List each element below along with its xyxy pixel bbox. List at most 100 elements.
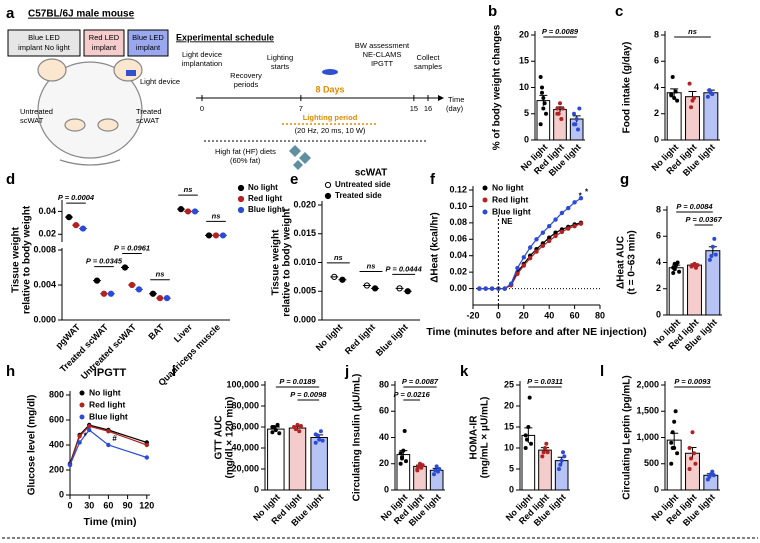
- y-tick-label: 0.06: [449, 234, 467, 244]
- data-point: [713, 252, 718, 257]
- data-point: [538, 75, 543, 79]
- panel-letter: c: [615, 3, 623, 20]
- data-point: [572, 200, 577, 205]
- data-point: [687, 467, 692, 471]
- data-point: [558, 101, 562, 106]
- legend-marker: [79, 390, 85, 396]
- legend-text: implant No light: [18, 43, 71, 52]
- data-point: [534, 249, 539, 254]
- data-point: [572, 223, 577, 229]
- chart-title: IPGTT: [94, 367, 127, 379]
- significance-label: ns: [212, 211, 221, 220]
- y-tick-label: 4: [654, 82, 659, 92]
- legend-label: Red light: [248, 194, 283, 203]
- panel-letter: j: [344, 363, 349, 380]
- y-tick-label: 0: [654, 134, 659, 144]
- event: samples: [414, 62, 442, 71]
- event: periods: [234, 80, 259, 89]
- data-point: [293, 427, 298, 432]
- y-axis-label: Circulating Insulin (μU/mL): [352, 374, 363, 502]
- data-point: [687, 81, 692, 86]
- data-point: [559, 458, 564, 463]
- legend-label: Untreated side: [335, 180, 391, 189]
- y-tick-label: 0.010: [293, 257, 316, 267]
- data-point: [270, 430, 275, 435]
- data-point: [273, 428, 278, 433]
- y-axis-label: Tissue weight: [271, 229, 282, 296]
- y-axis-label: relative to body weight: [282, 208, 293, 317]
- y-tick-label: 8: [654, 29, 659, 39]
- data-point: [690, 430, 695, 435]
- data-point: [711, 473, 716, 478]
- data-point: [434, 464, 439, 469]
- bar: [687, 264, 702, 316]
- x-tick-label: -20: [466, 310, 479, 320]
- data-point: [541, 96, 546, 100]
- data-point: [689, 456, 694, 461]
- legend-label: Blue light: [492, 206, 531, 216]
- data-point: [297, 429, 302, 434]
- event: Collect: [417, 53, 441, 62]
- timeline-tick-label: 16: [424, 104, 432, 113]
- x-tick-label: 60: [103, 500, 113, 510]
- y-tick-label: 0.00: [449, 283, 467, 293]
- significance-label: P = 0.0084: [676, 202, 713, 211]
- x-tick-label: 20: [519, 310, 529, 320]
- y-tick-label: 1,500: [636, 406, 659, 416]
- y-tick-label: 20: [379, 458, 389, 468]
- x-tick-label: No light: [314, 322, 345, 353]
- data-point: [709, 253, 714, 258]
- event: NE-CLAMS: [363, 50, 402, 59]
- data-point: [577, 106, 582, 111]
- data-point: [401, 448, 406, 453]
- y-tick-label: 5: [509, 463, 514, 473]
- y-axis-label: Tissue weight: [11, 226, 22, 293]
- significance-label: P = 0.0189: [279, 377, 316, 386]
- significance-label: ns: [184, 185, 193, 194]
- y-axis-label: Circulating Leptin (pg/mL): [622, 375, 633, 499]
- legend-marker: [482, 209, 488, 215]
- timeline-arrow: [438, 95, 444, 101]
- y-tick-label: 0.000: [293, 314, 316, 324]
- data-point: [270, 425, 275, 429]
- y-axis-label: (mg/mL × μU/mL): [480, 397, 491, 479]
- legend-text: Red LED: [89, 33, 120, 42]
- data-point: [420, 463, 425, 468]
- data-point: [527, 395, 532, 400]
- legend-marker: [482, 197, 488, 203]
- data-point: [576, 127, 580, 132]
- mouse-drawing: [37, 58, 143, 166]
- bar: [703, 92, 719, 141]
- significance-label: P = 0.0311: [527, 377, 563, 386]
- data-point: [87, 427, 92, 433]
- data-point: [673, 89, 678, 94]
- y-tick-label: 0.005: [293, 286, 316, 296]
- data-point: [555, 106, 560, 111]
- data-point: [675, 451, 680, 456]
- x-tick-label: 80: [595, 310, 605, 320]
- event: Lighting: [267, 53, 293, 62]
- y-tick-label: 0.04: [449, 250, 467, 260]
- significance-label: ns: [367, 261, 376, 270]
- y-tick-label: 6: [654, 56, 659, 66]
- data-point: [515, 265, 520, 271]
- light-device-icon: [126, 70, 136, 76]
- data-point: [521, 263, 526, 268]
- timeline-tick-label: 0: [200, 104, 204, 113]
- data-point: [527, 245, 533, 250]
- timeline-tick-label: 15: [410, 104, 418, 113]
- data-point: [671, 265, 676, 270]
- data-point: [540, 85, 544, 90]
- data-point: [87, 424, 92, 429]
- data-point: [523, 433, 528, 438]
- legend-box: [83, 29, 125, 57]
- data-point: [545, 450, 550, 455]
- data-point: [572, 122, 576, 127]
- y-tick-label: 0: [524, 134, 529, 144]
- significance-label: P = 0.0089: [542, 27, 579, 36]
- data-point: [671, 271, 676, 275]
- annotation: #: [112, 434, 117, 443]
- y-tick-label: 100,000: [226, 379, 259, 389]
- y-tick-label: 15: [504, 421, 514, 431]
